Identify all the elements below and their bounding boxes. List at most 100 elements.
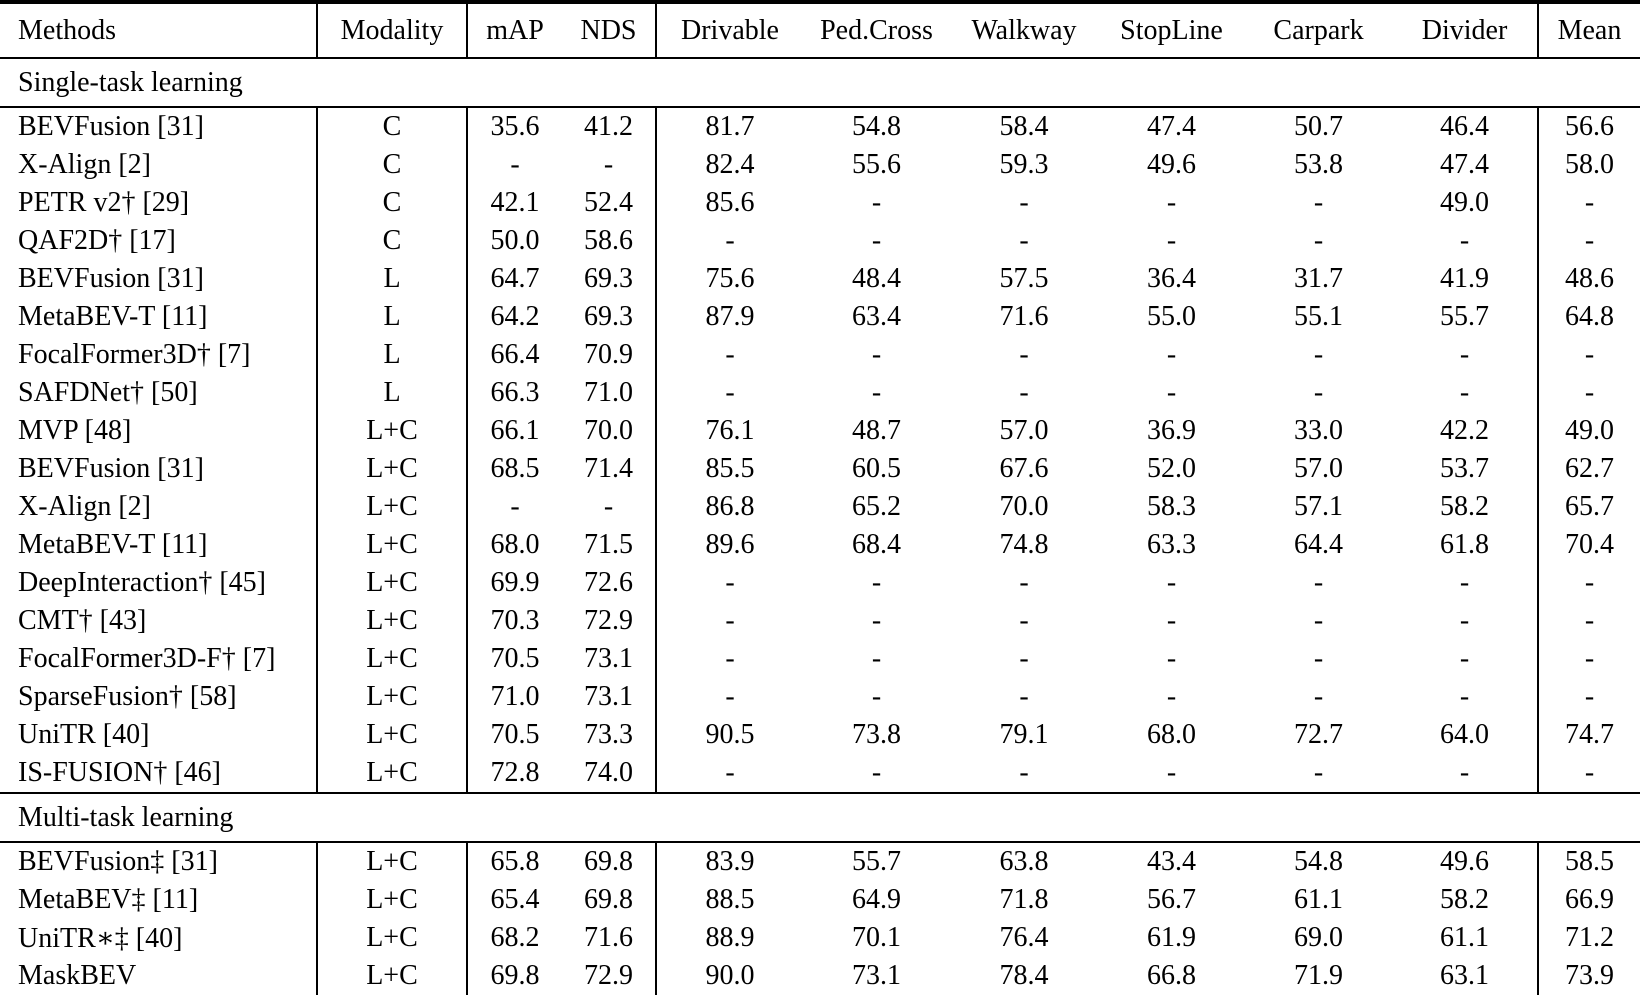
cell-map: 69.8 <box>490 960 540 991</box>
cell-stopline: - <box>1166 225 1177 256</box>
cell-carpark: 50.7 <box>1294 111 1343 142</box>
cell-method: BEVFusion [31] <box>0 450 318 488</box>
col-header-method: Methods <box>0 2 318 59</box>
cell-mean: - <box>1584 605 1595 636</box>
cell-pedcross: - <box>871 377 882 408</box>
cell-method: MetaBEV-T [11] <box>0 526 318 564</box>
cell-carpark: 71.9 <box>1294 960 1343 991</box>
cell-mean: - <box>1584 339 1595 370</box>
cell-modality: L+C <box>317 564 468 602</box>
cell-map: 65.4 <box>490 884 540 915</box>
table-row: BEVFusion [31] L 64.7 69.3 75.6 48.4 57.5 36.4 3… <box>0 260 1640 298</box>
cell-method: MaskBEV <box>0 957 318 995</box>
cell-walkway: 79.1 <box>999 719 1049 750</box>
table-row: X-Align [2] C - - 82.4 55.6 59.3 49.6 53.8 47.4 58… <box>0 146 1640 184</box>
cell-nds: 71.4 <box>562 450 657 488</box>
cell-nds: 73.1 <box>562 640 657 678</box>
table-row: MetaBEV‡ [11] L+C 65.4 69.8 88.5 64.9 71.8 56.7… <box>0 881 1640 919</box>
cell-divider: - <box>1392 640 1539 678</box>
cell-drivable: 90.5 <box>705 719 755 750</box>
table-row: IS-FUSION† [46] L+C 72.8 74.0 - - - - - - - <box>0 754 1640 793</box>
table-row: FocalFormer3D† [7] L 66.4 70.9 - - - - - - - <box>0 336 1640 374</box>
cell-method: X-Align [2] <box>0 146 318 184</box>
cell-stopline: - <box>1166 187 1177 218</box>
cell-carpark: - <box>1313 339 1324 370</box>
cell-carpark: - <box>1313 187 1324 218</box>
cell-map: 68.2 <box>490 922 540 953</box>
cell-nds: - <box>562 488 657 526</box>
cell-pedcross: - <box>871 225 882 256</box>
cell-map: - <box>510 491 520 522</box>
table-row: MetaBEV-T [11] L 64.2 69.3 87.9 63.4 71.6 55.0 5… <box>0 298 1640 336</box>
cell-mean: - <box>1584 187 1595 218</box>
cell-drivable: 76.1 <box>705 415 755 446</box>
table-row: MVP [48] L+C 66.1 70.0 76.1 48.7 57.0 36.9 33.0 4… <box>0 412 1640 450</box>
cell-walkway: 74.8 <box>999 529 1049 560</box>
cell-divider: 46.4 <box>1392 107 1539 146</box>
section-row: Multi-task learning <box>0 792 1640 843</box>
cell-pedcross: 73.1 <box>852 960 901 991</box>
cell-pedcross: 48.4 <box>852 263 901 294</box>
cell-walkway: - <box>1019 567 1029 598</box>
cell-divider: 61.8 <box>1392 526 1539 564</box>
cell-drivable: 85.5 <box>705 453 755 484</box>
cell-modality: L+C <box>317 640 468 678</box>
table-row: SparseFusion† [58] L+C 71.0 73.1 - - - - - - - <box>0 678 1640 716</box>
section-title: Single-task learning <box>0 58 1640 108</box>
cell-divider: 47.4 <box>1392 146 1539 184</box>
cell-modality: L+C <box>317 716 468 754</box>
cell-mean: 58.0 <box>1565 149 1614 180</box>
cell-pedcross: 73.8 <box>852 719 901 750</box>
cell-mean: 64.8 <box>1565 301 1614 332</box>
cell-drivable: 83.9 <box>705 846 755 877</box>
cell-stopline: - <box>1166 681 1177 712</box>
cell-pedcross: - <box>871 339 882 370</box>
cell-map: 72.8 <box>490 757 540 788</box>
cell-walkway: 57.5 <box>999 263 1049 294</box>
cell-pedcross: - <box>871 187 882 218</box>
cell-modality: L+C <box>317 450 468 488</box>
cell-drivable: 89.6 <box>705 529 755 560</box>
cell-carpark: - <box>1313 225 1324 256</box>
cell-stopline: - <box>1166 377 1177 408</box>
cell-drivable: - <box>725 339 735 370</box>
cell-mean: 65.7 <box>1565 491 1614 522</box>
cell-map: 70.5 <box>490 719 540 750</box>
cell-pedcross: - <box>871 757 882 788</box>
cell-map: 68.0 <box>490 529 540 560</box>
cell-carpark: - <box>1313 757 1324 788</box>
cell-nds: 69.3 <box>562 260 657 298</box>
cell-walkway: - <box>1019 643 1029 674</box>
cell-method: SAFDNet† [50] <box>0 374 318 412</box>
cell-nds: 71.0 <box>562 374 657 412</box>
cell-modality: C <box>317 146 468 184</box>
cell-carpark: - <box>1313 681 1324 712</box>
cell-map: - <box>510 149 520 180</box>
cell-drivable: 87.9 <box>705 301 755 332</box>
cell-mean: 66.9 <box>1565 884 1614 915</box>
cell-modality: L+C <box>317 842 468 881</box>
cell-drivable: 88.5 <box>705 884 755 915</box>
cell-modality: L+C <box>317 754 468 793</box>
cell-drivable: - <box>725 757 735 788</box>
table-header: Methods Modality mAP NDS Drivable Ped.Cross Wa… <box>0 2 1640 59</box>
cell-drivable: - <box>725 377 735 408</box>
cell-mean: 48.6 <box>1565 263 1614 294</box>
cell-drivable: - <box>725 681 735 712</box>
cell-divider: 42.2 <box>1392 412 1539 450</box>
cell-map: 66.1 <box>490 415 540 446</box>
section-title: Multi-task learning <box>0 792 1640 843</box>
cell-method: X-Align [2] <box>0 488 318 526</box>
cell-method: SparseFusion† [58] <box>0 678 318 716</box>
cell-carpark: 57.0 <box>1294 453 1343 484</box>
cell-divider: 41.9 <box>1392 260 1539 298</box>
col-header-pedcross: Ped.Cross <box>803 2 950 59</box>
cell-divider: 61.1 <box>1392 919 1539 957</box>
cell-divider: 53.7 <box>1392 450 1539 488</box>
cell-divider: 64.0 <box>1392 716 1539 754</box>
cell-divider: - <box>1392 564 1539 602</box>
cell-carpark: 33.0 <box>1294 415 1343 446</box>
cell-divider: 49.6 <box>1392 842 1539 881</box>
cell-stopline: - <box>1166 605 1177 636</box>
cell-pedcross: - <box>871 567 882 598</box>
